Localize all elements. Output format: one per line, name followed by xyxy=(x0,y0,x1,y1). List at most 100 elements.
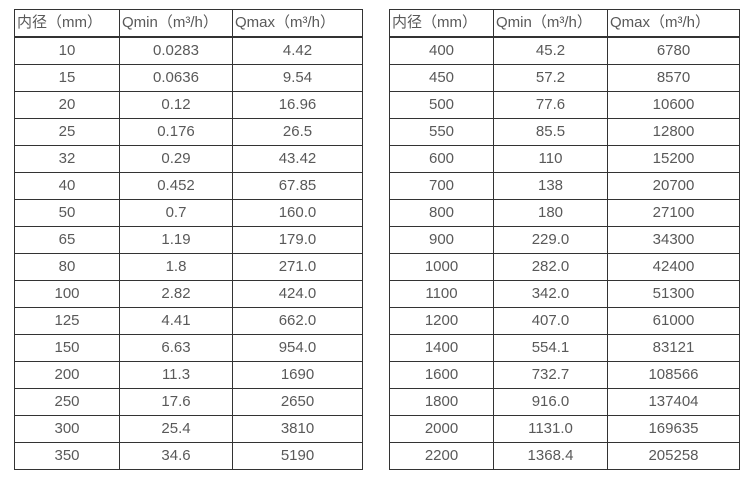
header-row: 内径（mm） Qmin（m³/h） Qmax（m³/h） xyxy=(389,9,740,38)
table-cell: 80 xyxy=(14,253,120,281)
table-row: 300 25.4 3810 xyxy=(14,415,363,443)
table-cell: 0.0283 xyxy=(119,36,233,65)
table-cell: 300 xyxy=(14,415,120,443)
table-cell: 900 xyxy=(389,226,494,254)
table-cell: 15200 xyxy=(607,145,740,173)
header-qmin: Qmin（m³/h） xyxy=(493,9,608,38)
table-row: 200 11.3 1690 xyxy=(14,361,363,389)
table-cell: 282.0 xyxy=(493,253,608,281)
table-cell: 34300 xyxy=(607,226,740,254)
table-body: 400 45.2 6780 450 57.2 8570 500 77.6 10600 550 85.… xyxy=(389,36,740,470)
table-row: 700 138 20700 xyxy=(389,172,740,200)
table-cell: 11.3 xyxy=(119,361,233,389)
table-cell: 0.176 xyxy=(119,118,233,146)
table-cell: 2650 xyxy=(232,388,363,416)
table-cell: 57.2 xyxy=(493,64,608,92)
table-cell: 271.0 xyxy=(232,253,363,281)
table-cell: 1.8 xyxy=(119,253,233,281)
table-cell: 6780 xyxy=(607,36,740,65)
table-cell: 160.0 xyxy=(232,199,363,227)
table-cell: 732.7 xyxy=(493,361,608,389)
table-cell: 40 xyxy=(14,172,120,200)
table-row: 600 110 15200 xyxy=(389,145,740,173)
table-row: 2000 1131.0 169635 xyxy=(389,415,740,443)
table-row: 1800 916.0 137404 xyxy=(389,388,740,416)
table-cell: 350 xyxy=(14,442,120,470)
table-cell: 9.54 xyxy=(232,64,363,92)
table-header: 内径（mm） Qmin（m³/h） Qmax（m³/h） xyxy=(389,9,740,38)
table-cell: 424.0 xyxy=(232,280,363,308)
table-cell: 32 xyxy=(14,145,120,173)
table-cell: 1200 xyxy=(389,307,494,335)
table-cell: 61000 xyxy=(607,307,740,335)
table-cell: 3810 xyxy=(232,415,363,443)
table-cell: 179.0 xyxy=(232,226,363,254)
table-row: 32 0.29 43.42 xyxy=(14,145,363,173)
table-cell: 10600 xyxy=(607,91,740,119)
table-cell: 1368.4 xyxy=(493,442,608,470)
table-row: 450 57.2 8570 xyxy=(389,64,740,92)
table-cell: 45.2 xyxy=(493,36,608,65)
table-row: 50 0.7 160.0 xyxy=(14,199,363,227)
table-cell: 169635 xyxy=(607,415,740,443)
table-row: 400 45.2 6780 xyxy=(389,36,740,65)
table-cell: 205258 xyxy=(607,442,740,470)
table-row: 350 34.6 5190 xyxy=(14,442,363,470)
table-cell: 85.5 xyxy=(493,118,608,146)
table-cell: 407.0 xyxy=(493,307,608,335)
table-cell: 6.63 xyxy=(119,334,233,362)
table-row: 40 0.452 67.85 xyxy=(14,172,363,200)
table-cell: 1400 xyxy=(389,334,494,362)
table-cell: 342.0 xyxy=(493,280,608,308)
table-cell: 8570 xyxy=(607,64,740,92)
table-row: 10 0.0283 4.42 xyxy=(14,36,363,65)
table-cell: 51300 xyxy=(607,280,740,308)
table-cell: 34.6 xyxy=(119,442,233,470)
table-cell: 0.12 xyxy=(119,91,233,119)
table-row: 1200 407.0 61000 xyxy=(389,307,740,335)
table-cell: 600 xyxy=(389,145,494,173)
table-cell: 25.4 xyxy=(119,415,233,443)
table-cell: 16.96 xyxy=(232,91,363,119)
table-cell: 20 xyxy=(14,91,120,119)
table-row: 150 6.63 954.0 xyxy=(14,334,363,362)
table-cell: 15 xyxy=(14,64,120,92)
table-cell: 83121 xyxy=(607,334,740,362)
table-cell: 1.19 xyxy=(119,226,233,254)
table-row: 80 1.8 271.0 xyxy=(14,253,363,281)
table-row: 250 17.6 2650 xyxy=(14,388,363,416)
table-cell: 0.0636 xyxy=(119,64,233,92)
table-cell: 662.0 xyxy=(232,307,363,335)
table-row: 1600 732.7 108566 xyxy=(389,361,740,389)
table-cell: 400 xyxy=(389,36,494,65)
flow-table-small-diameters: 内径（mm） Qmin（m³/h） Qmax（m³/h） 10 0.0283 4.4… xyxy=(14,9,363,470)
table-cell: 137404 xyxy=(607,388,740,416)
table-cell: 1600 xyxy=(389,361,494,389)
table-row: 100 2.82 424.0 xyxy=(14,280,363,308)
table-cell: 554.1 xyxy=(493,334,608,362)
table-cell: 27100 xyxy=(607,199,740,227)
table-row: 20 0.12 16.96 xyxy=(14,91,363,119)
table-cell: 10 xyxy=(14,36,120,65)
table-cell: 229.0 xyxy=(493,226,608,254)
table-cell: 12800 xyxy=(607,118,740,146)
table-row: 500 77.6 10600 xyxy=(389,91,740,119)
table-body: 10 0.0283 4.42 15 0.0636 9.54 20 0.12 16.96 25 0.1… xyxy=(14,36,363,470)
table-cell: 50 xyxy=(14,199,120,227)
header-qmax: Qmax（m³/h） xyxy=(607,9,740,38)
table-cell: 1800 xyxy=(389,388,494,416)
header-inner-diameter: 内径（mm） xyxy=(389,9,494,38)
header-inner-diameter: 内径（mm） xyxy=(14,9,120,38)
table-cell: 17.6 xyxy=(119,388,233,416)
table-cell: 4.42 xyxy=(232,36,363,65)
header-qmax: Qmax（m³/h） xyxy=(232,9,363,38)
table-cell: 916.0 xyxy=(493,388,608,416)
table-cell: 180 xyxy=(493,199,608,227)
table-row: 25 0.176 26.5 xyxy=(14,118,363,146)
table-cell: 138 xyxy=(493,172,608,200)
table-cell: 1000 xyxy=(389,253,494,281)
table-cell: 954.0 xyxy=(232,334,363,362)
table-row: 65 1.19 179.0 xyxy=(14,226,363,254)
table-cell: 550 xyxy=(389,118,494,146)
table-cell: 42400 xyxy=(607,253,740,281)
